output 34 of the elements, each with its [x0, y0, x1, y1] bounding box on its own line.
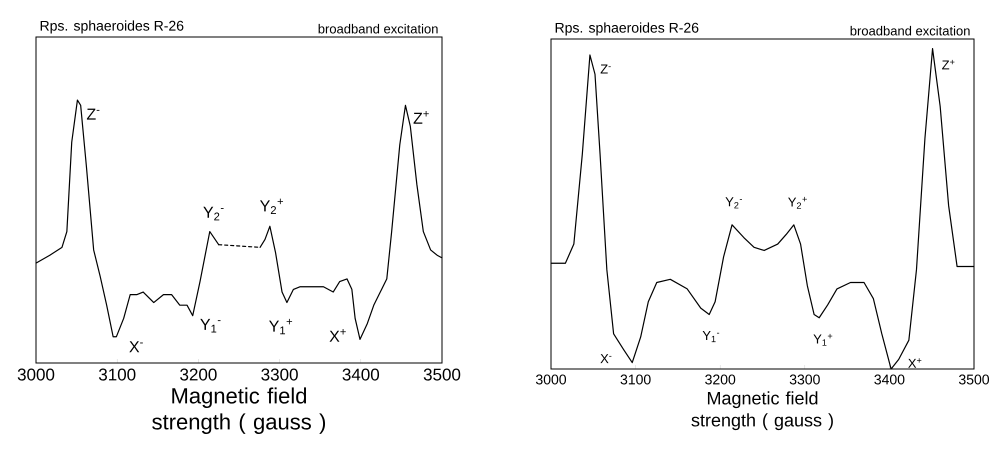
- annotation: X$^{+}$: [908, 358, 922, 368]
- x-tick-label: 3300: [261, 368, 298, 381]
- x-tick-label: 3500: [958, 374, 990, 384]
- x-axis-title: Magnetic field strength ( gauss ): [152, 387, 326, 434]
- x-tick-label: 3100: [98, 368, 136, 381]
- annotation: Y$_{1}$-: [702, 331, 720, 342]
- annotation: X$^{-}$: [600, 354, 612, 364]
- annotation: Y$_{2}$-: [725, 197, 742, 208]
- annotation: Z$^{+}$: [414, 111, 429, 124]
- chart-title: Rps. sphaeroides R-26: [40, 20, 184, 34]
- annotation: Z$^{-}$: [86, 108, 100, 120]
- chart-subtitle: broadband excitation: [850, 26, 970, 36]
- annotation: Y$_{1}$-: [200, 318, 221, 332]
- annotation: Y$_{1}$+: [813, 334, 832, 346]
- x-tick-label: 3400: [342, 368, 380, 381]
- x-tick-label: 3000: [18, 368, 54, 381]
- annotation: Y$_{2}$-: [203, 206, 224, 220]
- annotation: Z$^{-}$: [600, 64, 611, 74]
- x-axis-title: Magnetic field strength ( gauss ): [691, 391, 833, 430]
- x-tick-label: 3100: [620, 374, 651, 384]
- annotation: Z$^{+}$: [942, 60, 954, 70]
- x-tick-label: 3500: [424, 368, 460, 381]
- x-tick-label: 3400: [874, 374, 904, 384]
- chart-subtitle: broadband excitation: [318, 24, 438, 34]
- x-tick-label: 3200: [180, 368, 217, 381]
- x-tick-label: 3300: [790, 374, 820, 384]
- annotation: Y$_{2}$+: [788, 196, 807, 209]
- annotation: X$^{+}$: [329, 328, 346, 342]
- annotation: X$^{-}$: [129, 341, 143, 352]
- chart-title: Rps. sphaeroides R-26: [556, 22, 698, 36]
- x-tick-label: 3200: [705, 374, 736, 384]
- x-tick-label: 3000: [536, 374, 566, 384]
- annotation: Y$_{1}$+: [269, 318, 292, 334]
- annotation: Y$_{2}$+: [260, 198, 284, 214]
